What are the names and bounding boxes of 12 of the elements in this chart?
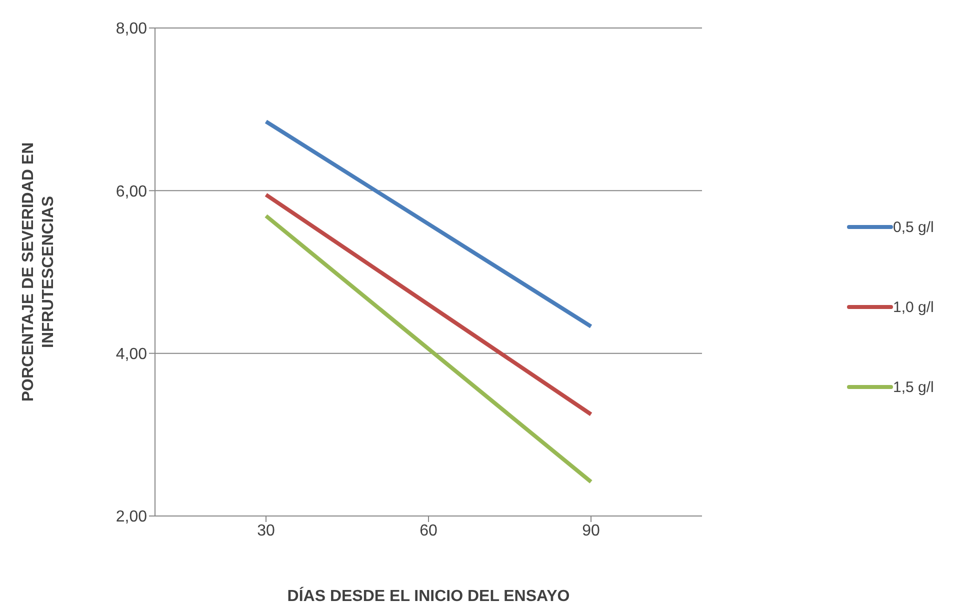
x-tick-label: 90 — [582, 522, 600, 540]
y-tick-label: 6,00 — [116, 183, 148, 200]
legend-label: 1,0 g/l — [893, 298, 934, 316]
x-tick-label: 30 — [257, 522, 275, 540]
x-axis-title: DÍAS DESDE EL INICIO DEL ENSAYO — [287, 586, 570, 605]
y-axis-title: PORCENTAJE DE SEVERIDAD EN INFRUTESCENCIAS — [20, 142, 57, 402]
y-tick-label: 4,00 — [116, 346, 148, 364]
legend-label: 0,5 g/l — [893, 218, 934, 236]
y-tick-label: 2,00 — [116, 508, 148, 526]
legend-label: 1,5 g/l — [893, 378, 934, 396]
x-tick-label: 60 — [420, 522, 438, 540]
y-tick-label: 8,00 — [116, 20, 148, 38]
